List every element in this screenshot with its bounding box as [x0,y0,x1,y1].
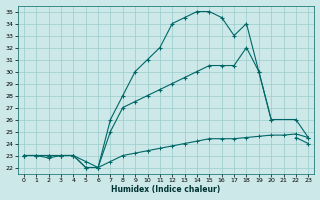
X-axis label: Humidex (Indice chaleur): Humidex (Indice chaleur) [111,185,221,194]
